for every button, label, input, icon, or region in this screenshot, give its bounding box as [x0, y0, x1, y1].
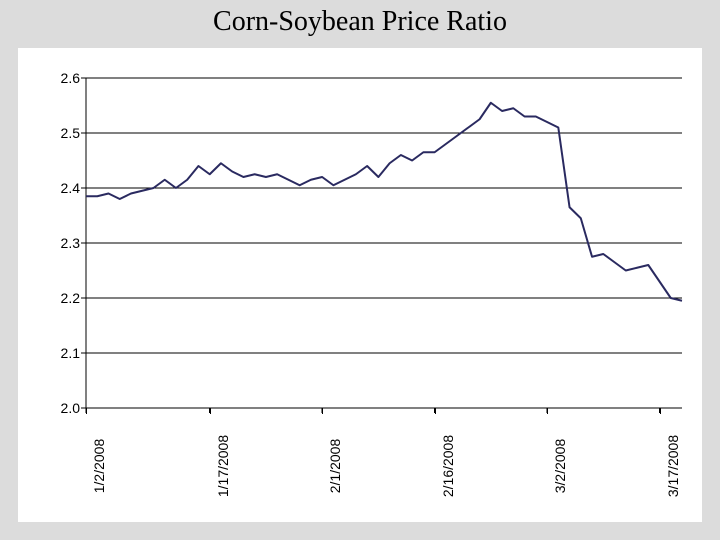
price-ratio-line: [86, 103, 682, 301]
x-tick-label: 1/17/2008: [215, 435, 231, 497]
x-tick: [547, 408, 548, 414]
x-tick: [86, 408, 87, 414]
x-tick-label: 3/2/2008: [552, 439, 568, 494]
chart-panel: 2.0 2.1 2.2 2.3 2.4 2.5 2.6 1/2/2008 1/17/2008 2…: [18, 48, 702, 522]
plot-area: [86, 78, 682, 408]
x-tick-label: 3/17/2008: [665, 435, 681, 497]
chart-title: Corn-Soybean Price Ratio: [0, 6, 720, 38]
x-tick: [210, 408, 211, 414]
y-axis-labels: 2.02.12.22.32.42.52.6: [36, 78, 80, 408]
line-chart-svg: [86, 78, 682, 408]
y-tick-label: 2.3: [61, 235, 80, 251]
x-tick: [660, 408, 661, 414]
x-tick-label: 1/2/2008: [91, 439, 107, 494]
x-tick-label: 2/1/2008: [327, 439, 343, 494]
y-tick-label: 2.1: [61, 345, 80, 361]
slide: Corn-Soybean Price Ratio 2.0 2.1 2.2 2.3 2.4…: [0, 0, 720, 540]
y-tick-label: 2.0: [61, 400, 80, 416]
x-axis-labels: 1/2/2008 1/17/2008 2/1/2008 2/16/2008 3/2/20…: [86, 408, 682, 518]
x-tick-label: 2/16/2008: [440, 435, 456, 497]
y-tick-label: 2.2: [61, 290, 80, 306]
x-tick: [435, 408, 436, 414]
y-tick-label: 2.5: [61, 125, 80, 141]
x-tick: [322, 408, 323, 414]
y-tick-label: 2.4: [61, 180, 80, 196]
y-tick-label: 2.6: [61, 70, 80, 86]
